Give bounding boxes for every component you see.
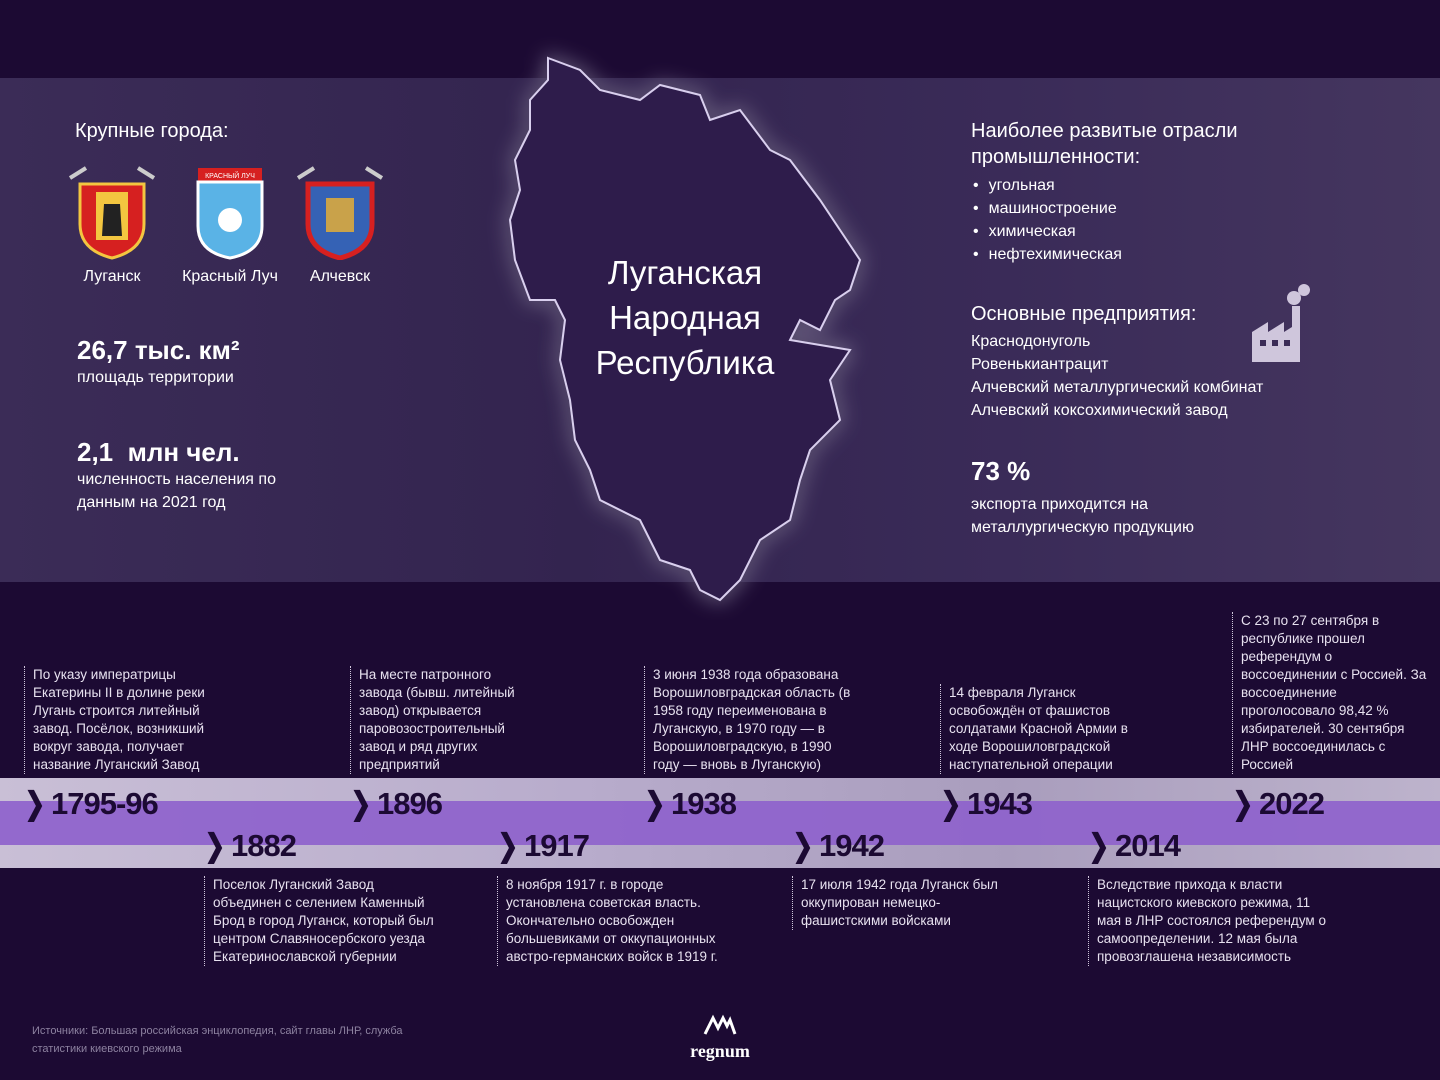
krasny-luch-crest-icon: КРАСНЫЙ ЛУЧ bbox=[196, 168, 264, 260]
enterprise-item: Алчевский коксохимический завод bbox=[971, 402, 1228, 419]
export-label: экспорта приходится на металлургическую … bbox=[971, 496, 1194, 536]
map-title-line: Народная bbox=[609, 299, 761, 336]
stat-label: площадь территории bbox=[77, 369, 234, 386]
year-label: 1896 bbox=[376, 786, 443, 821]
map-title-line: Республика bbox=[595, 344, 775, 381]
chevron-right-icon: ❯ bbox=[204, 828, 225, 863]
timeline-event-text: Поселок Луганский Завод объединен с селе… bbox=[204, 876, 439, 966]
timeline-year: ❯ 2022 bbox=[1230, 784, 1324, 824]
stat-population: 2,1 млн чел. численность населения по да… bbox=[77, 437, 317, 514]
timeline-year: ❯ 2014 bbox=[1086, 826, 1180, 866]
stat-label: численность населения по данным на 2021 … bbox=[77, 471, 276, 511]
alchevsk-crest-icon bbox=[296, 166, 384, 260]
chevron-right-icon: ❯ bbox=[644, 786, 665, 821]
regnum-logo-icon bbox=[703, 1014, 737, 1035]
timeline-year: ❯ 1942 bbox=[790, 826, 884, 866]
year-label: 1882 bbox=[230, 828, 297, 863]
city-name: Алчевск bbox=[309, 268, 371, 285]
chevron-right-icon: ❯ bbox=[497, 828, 518, 863]
map-title: Луганская Народная Республика bbox=[560, 250, 810, 385]
industry-item: нефтехимическая bbox=[973, 243, 1122, 266]
lugansk-crest-icon bbox=[68, 166, 156, 260]
enterprises-list: Краснодонуголь Ровенькиантрацит Алчевски… bbox=[971, 330, 1263, 422]
timeline-event-text: На месте патронного завода (бывш. литейн… bbox=[350, 666, 530, 774]
enterprise-item: Краснодонуголь bbox=[971, 333, 1091, 350]
timeline-year: ❯ 1896 bbox=[348, 784, 442, 824]
timeline-year: ❯ 1917 bbox=[495, 826, 589, 866]
city-krasny-luch: КРАСНЫЙ ЛУЧ Красный Луч bbox=[172, 164, 288, 286]
stat-area: 26,7 тыс. км² площадь территории bbox=[77, 335, 240, 389]
logo-text: regnum bbox=[690, 1041, 750, 1061]
city-name: Луганск bbox=[83, 268, 141, 285]
timeline-year: ❯ 1795-96 bbox=[22, 784, 158, 824]
timeline-year: ❯ 1882 bbox=[202, 826, 296, 866]
region-map bbox=[508, 56, 862, 602]
timeline-event-text: С 23 по 27 сентября в республике прошел … bbox=[1232, 612, 1427, 774]
chevron-right-icon: ❯ bbox=[350, 786, 371, 821]
stat-value: 2,1 млн чел. bbox=[77, 437, 240, 467]
industry-list: угольная машиностроение химическая нефте… bbox=[973, 174, 1122, 266]
year-label: 1917 bbox=[523, 828, 590, 863]
export-stat: 73 % экспорта приходится на металлургиче… bbox=[971, 456, 1261, 539]
stat-value: 26,7 тыс. км² bbox=[77, 335, 240, 365]
city-lugansk: Луганск bbox=[60, 164, 164, 286]
sources: Источники: Большая российская энциклопед… bbox=[32, 1025, 403, 1055]
industry-item: машиностроение bbox=[973, 197, 1122, 220]
timeline-strip bbox=[0, 801, 1440, 845]
chevron-right-icon: ❯ bbox=[24, 786, 45, 821]
year-label: 2022 bbox=[1258, 786, 1325, 821]
map-title-line: Луганская bbox=[607, 254, 763, 291]
chevron-right-icon: ❯ bbox=[1088, 828, 1109, 863]
city-alchevsk: Алчевск bbox=[288, 164, 392, 286]
enterprise-item: Алчевский металлургический комбинат bbox=[971, 379, 1264, 396]
industry-item: угольная bbox=[973, 174, 1122, 197]
export-value: 73 % bbox=[971, 456, 1031, 486]
industry-item: химическая bbox=[973, 220, 1122, 243]
city-name: Красный Луч bbox=[182, 268, 278, 285]
timeline-event-text: 3 июня 1938 года образована Ворошиловгра… bbox=[644, 666, 859, 774]
regnum-logo: regnum bbox=[680, 1014, 760, 1062]
year-label: 1938 bbox=[670, 786, 737, 821]
enterprise-item: Ровенькиантрацит bbox=[971, 356, 1109, 373]
year-label: 1795-96 bbox=[50, 786, 159, 821]
enterprises-heading: Основные предприятия: bbox=[971, 303, 1197, 325]
industry-heading: Наиболее развитые отрасли промышленности… bbox=[971, 120, 1238, 168]
year-label: 1942 bbox=[818, 828, 885, 863]
timeline-event-text: 17 июля 1942 года Луганск был оккупирова… bbox=[792, 876, 1012, 930]
chevron-right-icon: ❯ bbox=[1232, 786, 1253, 821]
timeline-year: ❯ 1938 bbox=[642, 784, 736, 824]
timeline-event-text: По указу императрицы Екатерины II в доли… bbox=[24, 666, 224, 774]
timeline-event-text: 14 февраля Луганск освобождён от фашисто… bbox=[940, 684, 1140, 774]
timeline-year: ❯ 1943 bbox=[938, 784, 1032, 824]
chevron-right-icon: ❯ bbox=[940, 786, 961, 821]
svg-text:КРАСНЫЙ ЛУЧ: КРАСНЫЙ ЛУЧ bbox=[205, 171, 255, 180]
chevron-right-icon: ❯ bbox=[792, 828, 813, 863]
year-label: 2014 bbox=[1114, 828, 1181, 863]
cities-heading: Крупные города: bbox=[75, 120, 229, 142]
year-label: 1943 bbox=[966, 786, 1033, 821]
factory-icon bbox=[1252, 284, 1310, 362]
timeline-event-text: 8 ноября 1917 г. в городе установлена со… bbox=[497, 876, 737, 966]
timeline-event-text: Вследствие прихода к власти нацистского … bbox=[1088, 876, 1328, 966]
